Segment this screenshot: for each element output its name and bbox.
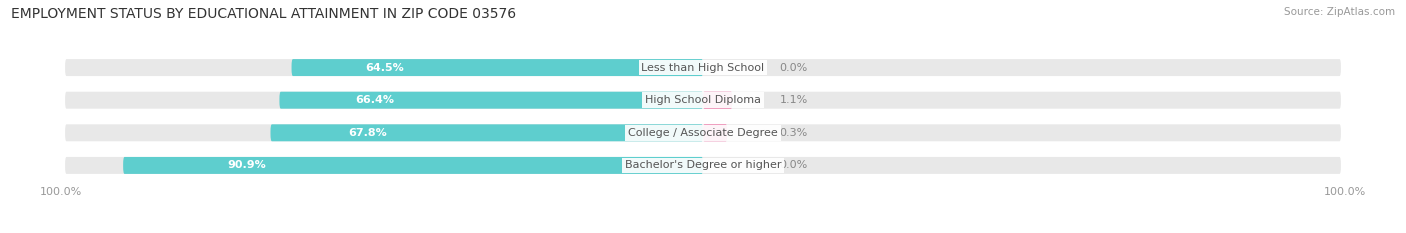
Text: Bachelor's Degree or higher: Bachelor's Degree or higher [624, 161, 782, 170]
Text: Less than High School: Less than High School [641, 63, 765, 72]
Text: 100.0%: 100.0% [39, 187, 82, 197]
Text: 100.0%: 100.0% [1324, 187, 1367, 197]
FancyBboxPatch shape [270, 124, 703, 141]
Text: 0.0%: 0.0% [779, 161, 808, 170]
FancyBboxPatch shape [65, 59, 1341, 76]
Text: 66.4%: 66.4% [356, 95, 395, 105]
FancyBboxPatch shape [65, 157, 1341, 174]
Text: 0.3%: 0.3% [779, 128, 808, 138]
Text: Source: ZipAtlas.com: Source: ZipAtlas.com [1284, 7, 1395, 17]
Text: EMPLOYMENT STATUS BY EDUCATIONAL ATTAINMENT IN ZIP CODE 03576: EMPLOYMENT STATUS BY EDUCATIONAL ATTAINM… [11, 7, 516, 21]
FancyBboxPatch shape [703, 124, 727, 141]
Text: College / Associate Degree: College / Associate Degree [628, 128, 778, 138]
FancyBboxPatch shape [280, 92, 703, 109]
FancyBboxPatch shape [65, 92, 1341, 109]
Text: 0.0%: 0.0% [779, 63, 808, 72]
Text: High School Diploma: High School Diploma [645, 95, 761, 105]
FancyBboxPatch shape [703, 92, 733, 109]
FancyBboxPatch shape [291, 59, 703, 76]
Text: 90.9%: 90.9% [228, 161, 266, 170]
Text: 67.8%: 67.8% [349, 128, 387, 138]
Text: 64.5%: 64.5% [366, 63, 405, 72]
FancyBboxPatch shape [65, 124, 1341, 141]
Text: 1.1%: 1.1% [779, 95, 808, 105]
FancyBboxPatch shape [124, 157, 703, 174]
